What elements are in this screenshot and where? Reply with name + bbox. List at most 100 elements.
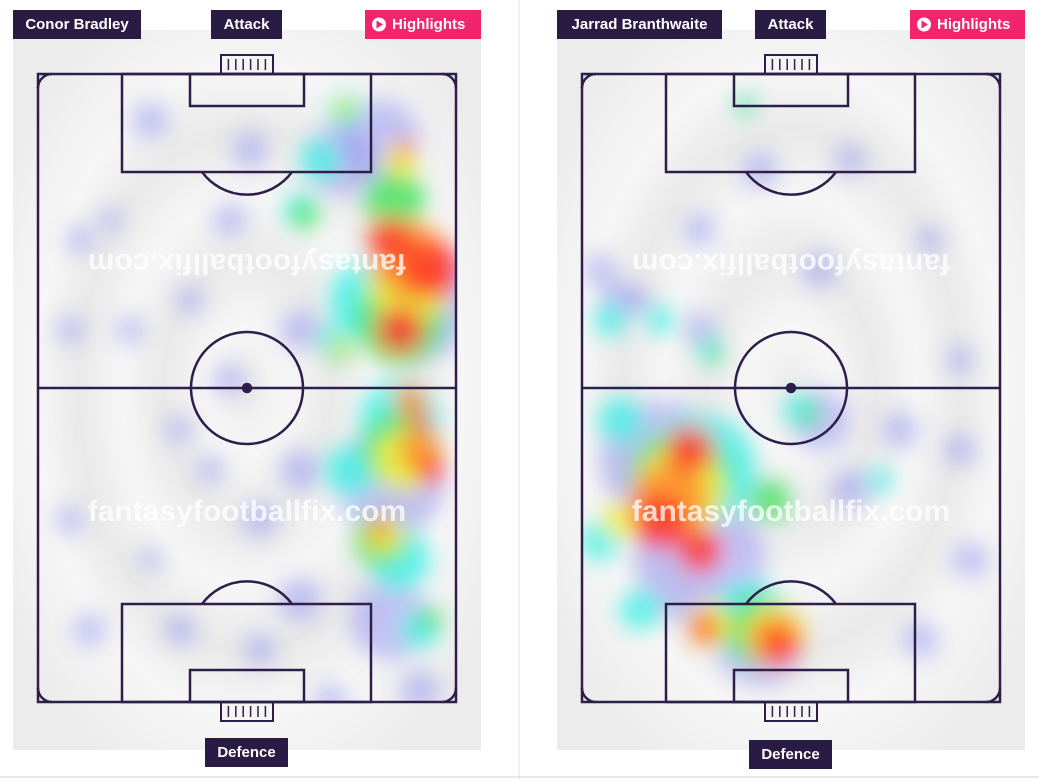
heat-blob	[834, 144, 866, 176]
attack-label-box	[755, 10, 826, 39]
corner-arc	[441, 687, 458, 704]
highlights-label[interactable]: Highlights	[937, 16, 1010, 33]
heat-blob	[952, 542, 988, 578]
heat-blob	[74, 614, 106, 646]
heat-blob	[116, 316, 144, 344]
heat-blob	[214, 364, 246, 396]
attack-label: Attack	[768, 16, 815, 33]
defence-label: Defence	[217, 744, 275, 761]
heat-blob	[584, 254, 616, 286]
heatmap	[56, 94, 456, 702]
heat-blob	[278, 578, 322, 622]
penalty-arc	[200, 171, 294, 196]
heat-blob	[365, 170, 425, 230]
heat-blob	[368, 518, 392, 542]
heat-blob	[56, 316, 84, 344]
heat-blob	[66, 226, 94, 254]
heat-blob	[646, 306, 674, 334]
attack-label-box	[211, 10, 282, 39]
heat-blob	[280, 310, 320, 350]
highlights-label[interactable]: Highlights	[392, 16, 465, 33]
heat-blob	[594, 304, 626, 336]
heat-blob	[196, 456, 224, 484]
heat-blob	[418, 608, 442, 632]
pitch	[36, 54, 458, 722]
goal	[220, 701, 274, 722]
heat-blob	[244, 634, 276, 666]
player-name: Conor Bradley	[25, 16, 129, 33]
watermark: fantasyfootballfix.com	[88, 495, 406, 528]
heat-blob	[280, 450, 320, 490]
heat-blob	[314, 684, 346, 702]
heat-blob	[830, 470, 870, 510]
heat-blob	[132, 102, 168, 138]
heat-blob	[946, 346, 974, 374]
heat-blob	[916, 226, 944, 254]
centre-spot	[241, 382, 253, 394]
heat-blob	[394, 384, 426, 416]
penalty-arc	[744, 171, 838, 196]
heat-blob	[684, 214, 716, 246]
centre-circle	[733, 330, 849, 446]
heat-blob	[176, 286, 204, 314]
heat-blob	[882, 412, 918, 448]
heat-blob	[166, 416, 194, 444]
player-name-box	[13, 10, 141, 39]
heat-blob	[332, 337, 348, 353]
heat-blob	[164, 614, 196, 646]
defence-label-box	[749, 740, 832, 769]
penalty-arc	[200, 580, 294, 605]
heatmap-panel: fantasyfootballfix.com fantasyfootballfix…	[557, 10, 1025, 769]
attack-label: Attack	[224, 16, 271, 33]
heat-blob	[666, 426, 714, 474]
goal	[764, 701, 818, 722]
heat-blob	[750, 480, 790, 520]
heat-blob	[300, 140, 340, 180]
heatmap	[582, 95, 988, 685]
corner-arc	[36, 687, 53, 704]
centre-spot	[785, 382, 797, 394]
heat-blob	[902, 622, 938, 658]
heat-blob	[400, 240, 456, 300]
heat-blob	[410, 410, 430, 430]
heat-blob	[214, 204, 246, 236]
heat-blob	[695, 615, 715, 635]
heat-blob	[242, 502, 278, 538]
heatmap-panel: fantasyfootballfix.com fantasyfootballfix…	[13, 10, 481, 767]
player-name: Jarrad Branthwaite	[572, 16, 708, 33]
heat-blob	[376, 306, 424, 354]
heat-blob	[325, 445, 375, 495]
watermark: fantasyfootballfix.com	[632, 247, 950, 280]
heat-layer	[56, 94, 456, 702]
corner-arc	[985, 72, 1002, 89]
heat-blob	[56, 506, 84, 534]
heat-blob	[802, 252, 838, 288]
heat-blob	[620, 590, 660, 630]
penalty-arc	[744, 580, 838, 605]
corner-arc	[580, 687, 597, 704]
heat-blob	[742, 152, 778, 188]
heat-blob	[98, 208, 122, 232]
heat-blob	[138, 548, 162, 572]
heat-blob	[628, 288, 652, 312]
heat-blob	[598, 398, 642, 442]
play-icon[interactable]	[921, 20, 929, 29]
heat-blob	[868, 468, 892, 492]
heat-blob	[232, 132, 268, 168]
heat-blob	[368, 218, 412, 262]
heat-blob	[602, 502, 638, 538]
goal	[764, 54, 818, 75]
corner-arc	[441, 72, 458, 89]
goal	[220, 54, 274, 75]
heat-layer	[582, 95, 988, 685]
play-icon[interactable]	[376, 20, 384, 29]
corner-arc	[36, 72, 53, 89]
heat-blob	[762, 627, 798, 663]
pitch	[580, 54, 1002, 722]
watermark: fantasyfootballfix.com	[632, 495, 950, 528]
player-name-box	[557, 10, 722, 39]
watermark: fantasyfootballfix.com	[88, 247, 406, 280]
heat-blob	[944, 434, 976, 466]
heat-blob	[707, 347, 723, 363]
corner-arc	[985, 687, 1002, 704]
